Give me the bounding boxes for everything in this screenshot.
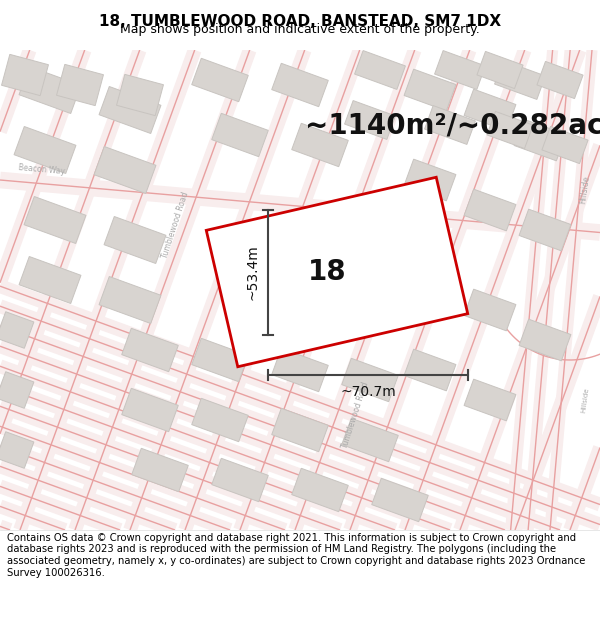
Polygon shape <box>122 328 178 372</box>
Polygon shape <box>192 58 248 102</box>
Polygon shape <box>292 123 348 167</box>
Polygon shape <box>122 388 178 432</box>
Text: Beacon Way: Beacon Way <box>19 164 65 176</box>
Text: Map shows position and indicative extent of the property.: Map shows position and indicative extent… <box>120 23 480 36</box>
Polygon shape <box>104 216 166 264</box>
Polygon shape <box>404 259 456 301</box>
Text: Tumblewood Road: Tumblewood Road <box>160 191 190 259</box>
Polygon shape <box>19 256 81 304</box>
Polygon shape <box>464 379 516 421</box>
Polygon shape <box>542 126 588 164</box>
Text: Hillside: Hillside <box>578 176 592 204</box>
Text: 18: 18 <box>308 258 346 286</box>
Text: Tumblewood Road: Tumblewood Road <box>340 381 370 449</box>
Polygon shape <box>404 349 456 391</box>
Polygon shape <box>132 448 188 492</box>
Polygon shape <box>212 458 268 502</box>
Polygon shape <box>0 432 34 468</box>
Polygon shape <box>272 348 328 392</box>
Polygon shape <box>272 63 328 107</box>
Text: 18, TUMBLEWOOD ROAD, BANSTEAD, SM7 1DX: 18, TUMBLEWOOD ROAD, BANSTEAD, SM7 1DX <box>99 14 501 29</box>
Polygon shape <box>272 408 328 452</box>
Polygon shape <box>519 319 571 361</box>
Polygon shape <box>0 312 34 348</box>
Polygon shape <box>425 106 475 144</box>
Polygon shape <box>19 66 81 114</box>
Polygon shape <box>372 478 428 522</box>
Polygon shape <box>355 51 406 89</box>
Polygon shape <box>24 196 86 244</box>
Polygon shape <box>292 468 348 512</box>
Polygon shape <box>514 119 566 161</box>
Text: ~53.4m: ~53.4m <box>246 244 260 301</box>
Polygon shape <box>342 418 398 462</box>
Polygon shape <box>0 372 34 408</box>
Polygon shape <box>116 74 163 116</box>
Polygon shape <box>519 209 571 251</box>
Polygon shape <box>192 338 248 382</box>
Text: Hillside: Hillside <box>580 387 590 413</box>
Text: Contains OS data © Crown copyright and database right 2021. This information is : Contains OS data © Crown copyright and d… <box>7 533 586 578</box>
Polygon shape <box>477 51 523 89</box>
Polygon shape <box>487 111 533 149</box>
Polygon shape <box>99 86 161 134</box>
Polygon shape <box>14 126 76 174</box>
Polygon shape <box>206 177 468 367</box>
Polygon shape <box>464 189 516 231</box>
Polygon shape <box>342 358 398 402</box>
Polygon shape <box>464 89 516 131</box>
Polygon shape <box>344 101 395 139</box>
Polygon shape <box>404 69 456 111</box>
Polygon shape <box>192 398 248 442</box>
Polygon shape <box>212 113 268 157</box>
Polygon shape <box>537 61 583 99</box>
Polygon shape <box>404 159 456 201</box>
Polygon shape <box>94 146 156 194</box>
Polygon shape <box>99 276 161 324</box>
Text: ~70.7m: ~70.7m <box>340 385 396 399</box>
Polygon shape <box>2 54 49 96</box>
Polygon shape <box>56 64 103 106</box>
Polygon shape <box>494 61 545 99</box>
Text: ~1140m²/~0.282ac.: ~1140m²/~0.282ac. <box>305 112 600 140</box>
Polygon shape <box>464 289 516 331</box>
Polygon shape <box>434 51 485 89</box>
